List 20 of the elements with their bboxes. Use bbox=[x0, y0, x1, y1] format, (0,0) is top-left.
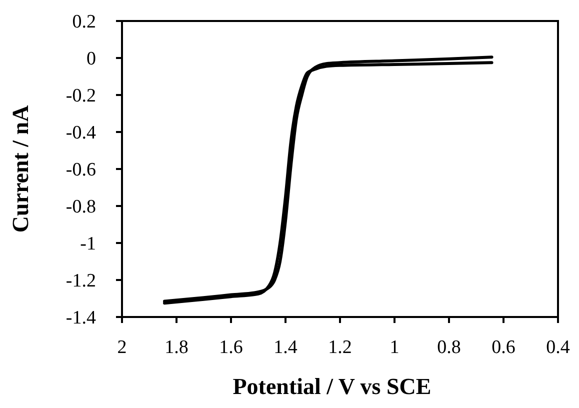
x-tick-label: 1.8 bbox=[164, 337, 188, 358]
y-tick-label: -0.6 bbox=[66, 160, 96, 181]
y-tick-label: 0.2 bbox=[72, 12, 96, 33]
x-axis-title: Potential / V vs SCE bbox=[232, 374, 432, 399]
x-tick-label: 1.2 bbox=[328, 337, 352, 358]
x-tick-label: 0.4 bbox=[546, 337, 570, 358]
y-tick-label: -0.8 bbox=[66, 196, 96, 218]
y-tick-label: -0.4 bbox=[66, 122, 96, 144]
x-tick-label: 2 bbox=[117, 337, 127, 358]
y-tick-label: 0 bbox=[86, 48, 96, 70]
x-tick-label: 0.6 bbox=[492, 337, 516, 358]
y-tick-label: -1.2 bbox=[66, 270, 96, 292]
y-axis-title: Current / nA bbox=[8, 104, 33, 233]
x-tick-label: 1 bbox=[390, 337, 400, 358]
y-tick-label: -1 bbox=[80, 234, 96, 255]
y-tick-label: -0.2 bbox=[66, 86, 96, 107]
x-tick-label: 1.4 bbox=[274, 337, 298, 358]
y-tick-label: -1.4 bbox=[66, 308, 96, 329]
x-tick-label: 1.6 bbox=[219, 337, 243, 358]
x-tick-label: 0.8 bbox=[437, 337, 461, 358]
